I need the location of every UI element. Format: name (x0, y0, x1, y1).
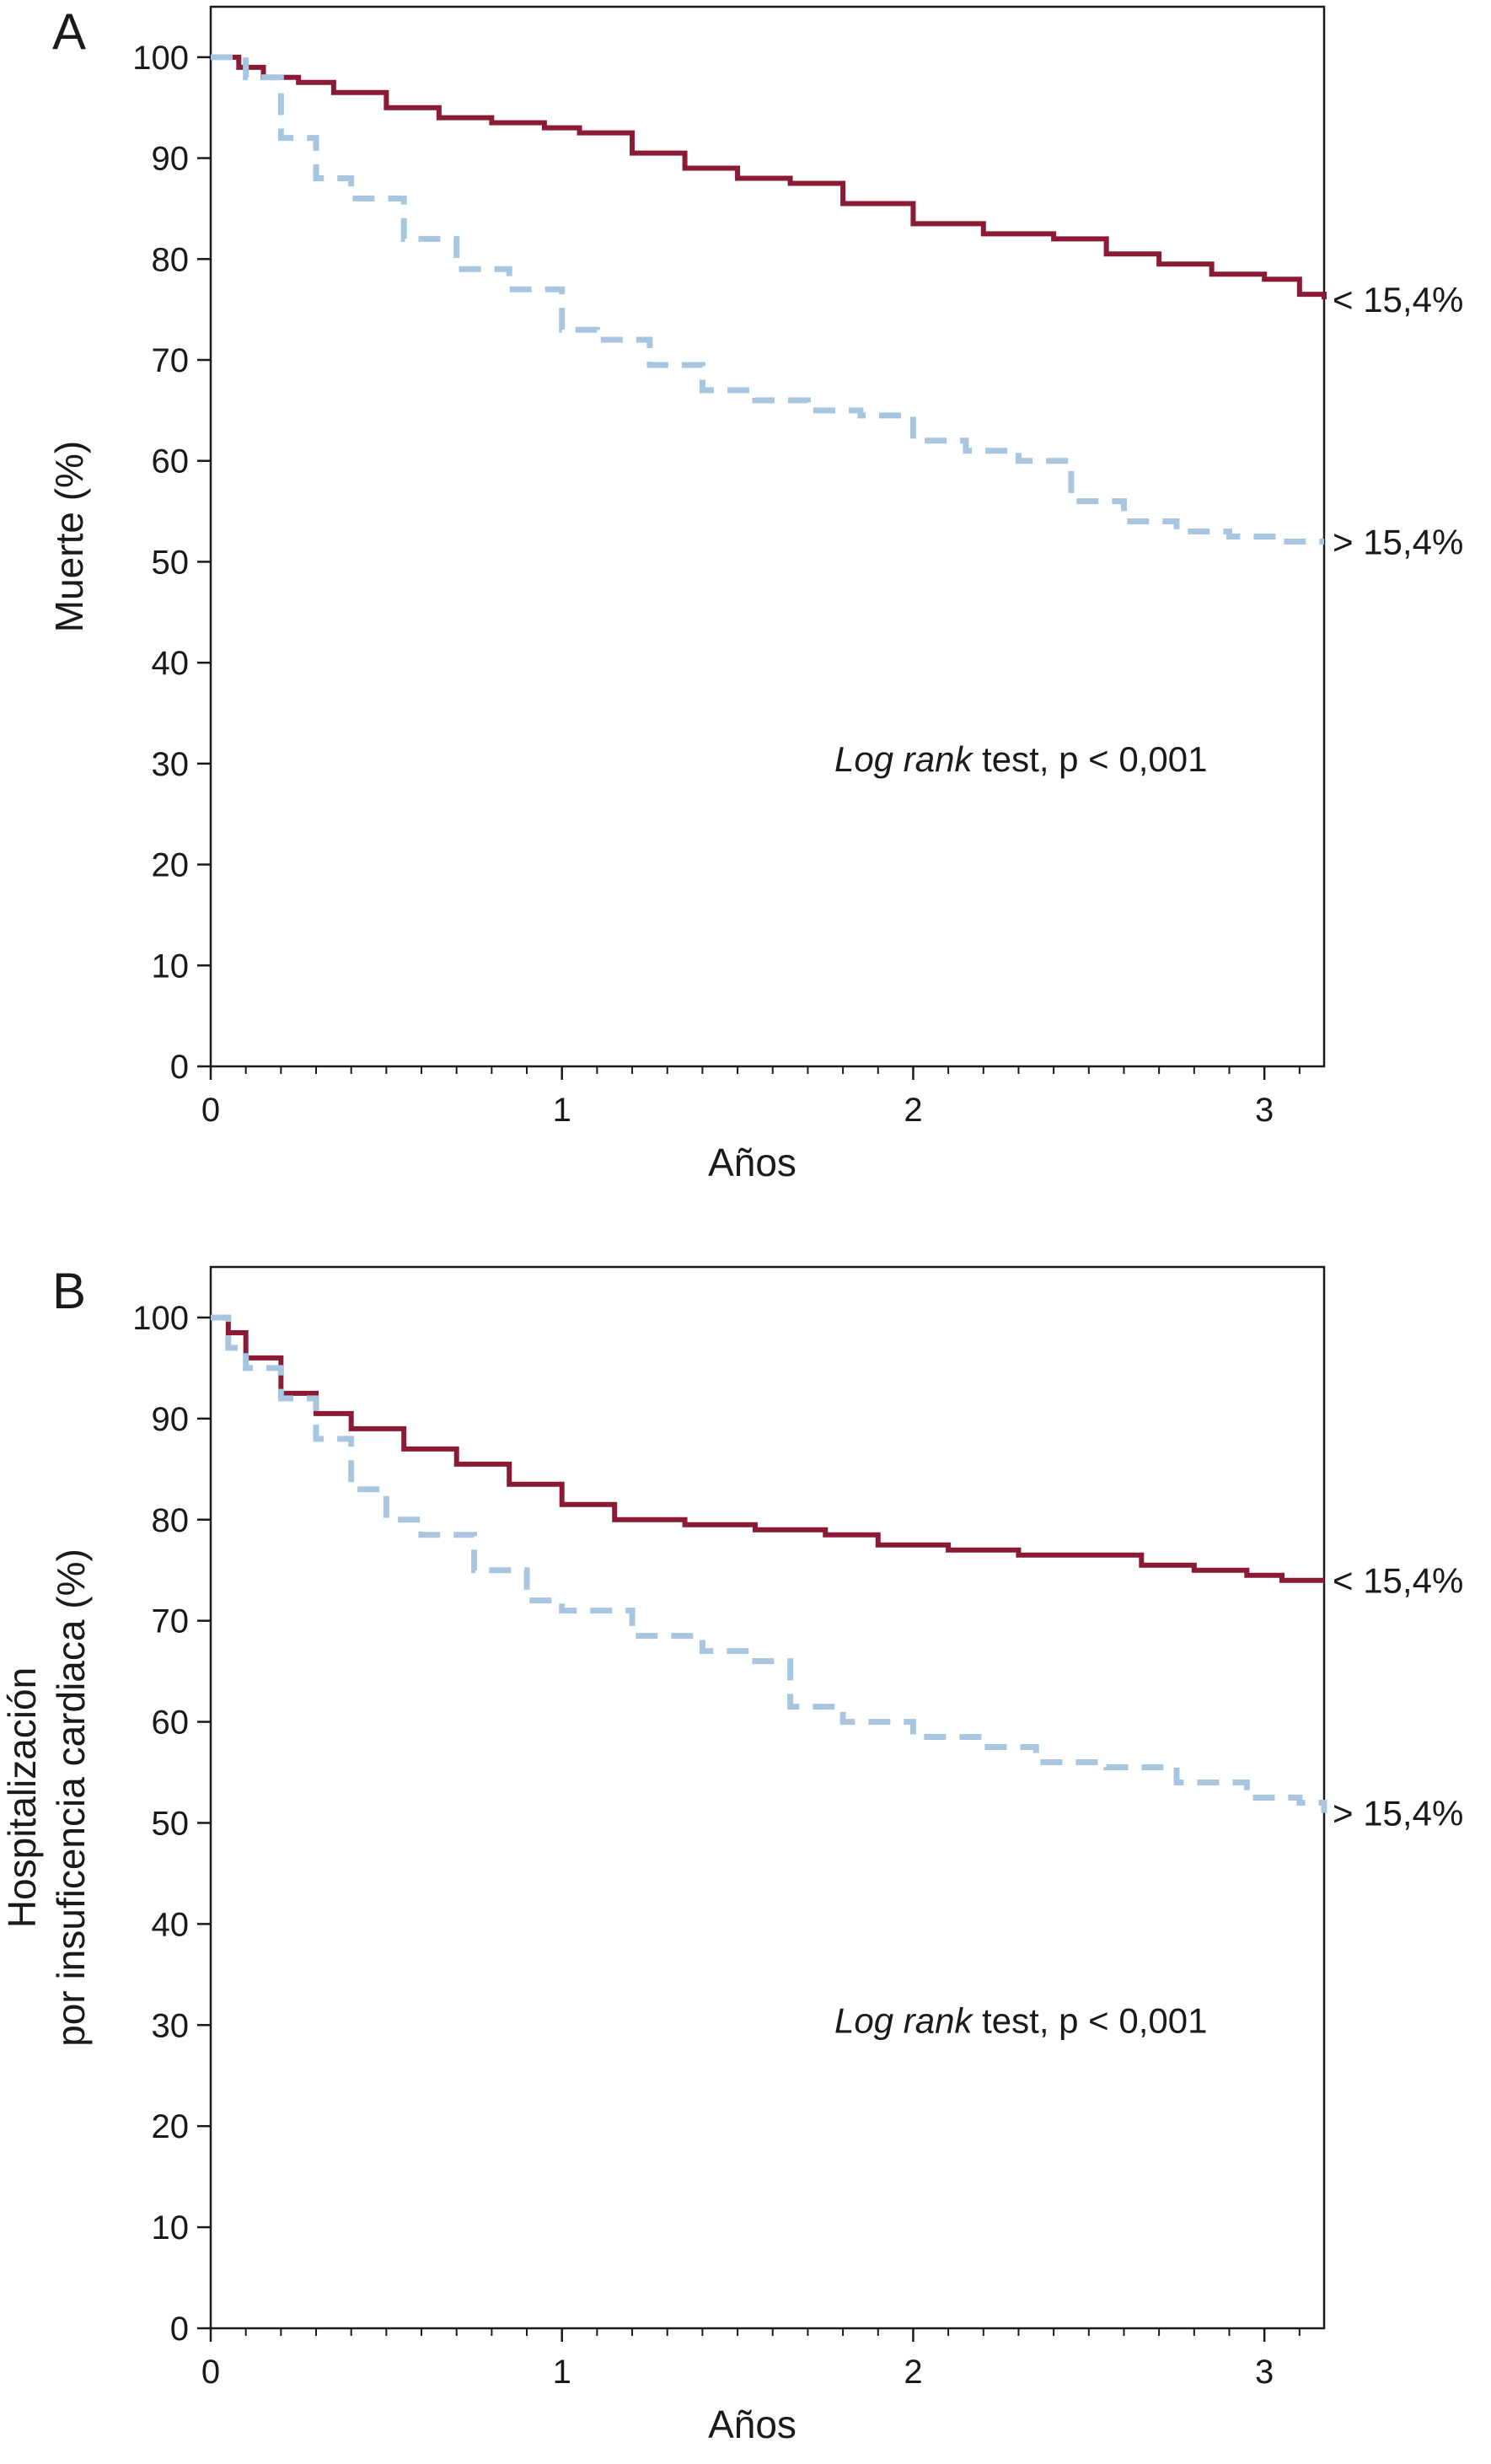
x-tick-label: 1 (553, 1092, 571, 1129)
chart-panel-b: 0 10 20 30 40 50 60 70 80 90 100 0 1 2 3 Años Hospitaliz… (0, 1263, 1463, 2446)
y-tick-label: 50 (152, 544, 190, 581)
series-line-high (211, 54, 1324, 545)
x-tick-label: 0 (201, 2354, 220, 2391)
y-tick-label: 100 (132, 1300, 189, 1337)
log-rank-annotation: Log rank test, p < 0,001 (834, 739, 1207, 779)
y-tick-label: 60 (152, 1704, 190, 1742)
y-axis-title: Muerte (%) (47, 441, 91, 632)
x-tick-label: 3 (1255, 2354, 1274, 2391)
panel-label: A (52, 3, 86, 60)
y-tick-label: 10 (152, 2209, 190, 2247)
y-tick-label: 80 (152, 241, 190, 278)
x-tick-label: 1 (553, 2354, 571, 2391)
y-axis-title-line2: por insuficencia cardiaca (%) (49, 1549, 93, 2047)
x-axis-title: Años (708, 2402, 796, 2446)
chart-panel-a: 0 10 20 30 40 50 60 70 80 90 100 0 1 2 3 Años Muerte (%)… (47, 3, 1463, 1184)
y-tick-label: 90 (152, 141, 190, 178)
series-line-low (211, 54, 1327, 300)
plot-frame (209, 1265, 1326, 2330)
x-tick-label: 2 (904, 1092, 922, 1129)
log-rank-annotation: Log rank test, p < 0,001 (834, 2000, 1207, 2040)
x-axis-title: Años (708, 1141, 796, 1184)
x-tick-label: 2 (904, 2354, 922, 2391)
panel-label: B (52, 1263, 86, 1319)
y-tick-label: 0 (170, 2311, 189, 2348)
y-tick-label: 30 (152, 2007, 190, 2044)
series-end-label: > 15,4% (1333, 522, 1463, 561)
series-line-low (211, 1314, 1324, 1583)
y-tick-label: 0 (170, 1049, 189, 1086)
series-end-label: > 15,4% (1333, 1793, 1463, 1833)
y-tick-label: 20 (152, 847, 190, 884)
y-tick-label: 60 (152, 443, 190, 480)
plot-frame (209, 5, 1326, 1068)
y-tick-label: 70 (152, 1603, 190, 1640)
y-tick-label: 50 (152, 1805, 190, 1842)
y-axis-title-line1: Hospitalización (0, 1667, 44, 1928)
y-tick-label: 30 (152, 746, 190, 783)
y-tick-label: 80 (152, 1502, 190, 1539)
x-tick-label: 0 (201, 1092, 220, 1129)
y-tick-label: 100 (132, 40, 189, 77)
y-tick-label: 90 (152, 1401, 190, 1438)
y-tick-label: 70 (152, 342, 190, 379)
y-tick-label: 10 (152, 947, 190, 985)
y-tick-label: 40 (152, 1906, 190, 1943)
series-end-label: < 15,4% (1333, 280, 1463, 319)
series-line-high (211, 1314, 1327, 1813)
series-end-label: < 15,4% (1333, 1561, 1463, 1601)
x-tick-label: 3 (1255, 1092, 1274, 1129)
y-tick-label: 20 (152, 2108, 190, 2145)
y-tick-label: 40 (152, 645, 190, 682)
